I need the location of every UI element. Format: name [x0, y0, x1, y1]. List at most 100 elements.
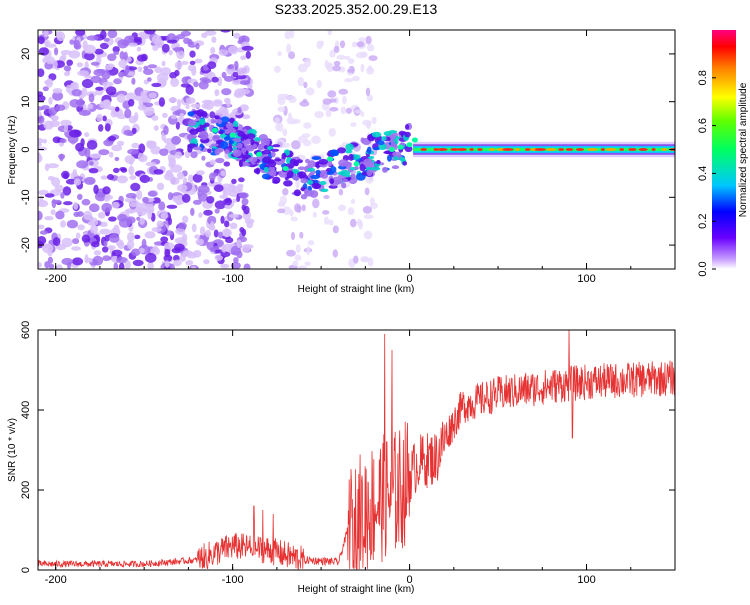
noise-blob [177, 171, 184, 180]
signal-blob [270, 169, 277, 177]
noise-blob [210, 47, 216, 55]
noise-blob [182, 215, 189, 224]
noise-blob [189, 60, 196, 65]
signal-blob [340, 170, 351, 177]
noise-blob [311, 135, 321, 144]
noise-blob [73, 211, 80, 217]
noise-blob [172, 111, 182, 116]
signal-blob [363, 158, 373, 167]
noise-blob [190, 151, 198, 159]
noise-blob [304, 261, 311, 267]
noise-blob [44, 261, 50, 269]
signal-blob [210, 143, 219, 147]
noise-blob [66, 219, 78, 229]
noise-blob [299, 231, 304, 239]
noise-blob [176, 200, 182, 206]
signal-blob [189, 128, 199, 135]
noise-blob [328, 127, 336, 137]
noise-blob [329, 49, 336, 58]
noise-blob [362, 206, 372, 214]
noise-blob [98, 149, 110, 156]
signal-knot [397, 144, 404, 150]
carrier-peak [587, 148, 598, 151]
noise-blob [38, 115, 45, 124]
noise-blob [176, 184, 188, 192]
noise-blob [158, 201, 166, 211]
noise-blob [142, 208, 155, 213]
noise-blob [365, 175, 374, 184]
noise-blob [89, 153, 102, 159]
spectrogram-y-label: Frequency (Hz) [7, 116, 18, 185]
noise-blob [181, 233, 188, 242]
noise-blob [75, 232, 81, 239]
signal-blob [220, 141, 229, 149]
noise-blob [118, 71, 125, 78]
signal-blob [320, 188, 329, 193]
noise-blob [303, 122, 312, 129]
noise-blob [86, 140, 98, 150]
noise-blob [288, 95, 297, 104]
signal-blob [329, 178, 335, 185]
noise-blob [87, 103, 94, 110]
noise-blob [303, 81, 308, 89]
snr-series-line [38, 330, 675, 570]
noise-blob [104, 123, 111, 132]
noise-blob [220, 170, 226, 177]
noise-blob [118, 59, 127, 68]
noise-blob [299, 100, 310, 107]
noise-blob [218, 231, 223, 239]
noise-blob [126, 232, 135, 242]
noise-blob [170, 114, 177, 120]
noise-blob [238, 185, 243, 193]
spectrogram-y-tick-label: 20 [20, 48, 32, 60]
signal-blob [283, 180, 293, 187]
noise-blob [232, 71, 239, 78]
noise-blob [139, 174, 150, 184]
noise-blob [220, 263, 230, 269]
noise-blob [143, 68, 154, 75]
noise-blob [113, 224, 120, 235]
noise-blob [131, 127, 137, 135]
noise-blob [47, 163, 59, 169]
signal-blob [381, 136, 387, 141]
noise-blob [100, 30, 107, 40]
noise-blob [233, 32, 241, 39]
noise-blob [160, 212, 168, 220]
noise-blob [278, 201, 286, 208]
noise-blob [65, 84, 72, 94]
noise-blob [102, 115, 107, 122]
noise-blob [176, 98, 182, 109]
noise-blob [42, 86, 49, 92]
signal-blob [227, 127, 237, 134]
signal-blob [188, 119, 197, 126]
noise-blob [352, 75, 360, 82]
noise-blob [180, 60, 189, 65]
signal-blob [250, 138, 255, 146]
snr-x-tick-label: -200 [45, 574, 67, 586]
noise-blob [107, 174, 114, 180]
noise-blob [139, 247, 145, 254]
noise-blob [312, 211, 317, 218]
noise-blob [75, 142, 85, 152]
noise-blob [353, 255, 359, 264]
colorbar-label: Normalized spectral amplitude [738, 82, 749, 217]
noise-blob [229, 213, 239, 219]
noise-blob [131, 142, 140, 149]
noise-blob [38, 189, 49, 196]
signal-knot [256, 151, 263, 157]
noise-blob [50, 209, 56, 216]
noise-blob [182, 250, 194, 257]
noise-blob [137, 66, 143, 73]
noise-blob [89, 225, 99, 234]
signal-blob [232, 149, 242, 157]
noise-blob [47, 256, 54, 264]
noise-blob [84, 176, 96, 185]
noise-blob [203, 209, 213, 216]
noise-blob [72, 169, 78, 177]
noise-blob [108, 216, 117, 222]
noise-blob [49, 120, 60, 128]
noise-blob [158, 97, 165, 107]
signal-blob [392, 151, 402, 157]
noise-blob [66, 59, 73, 66]
signal-blob [347, 176, 352, 181]
